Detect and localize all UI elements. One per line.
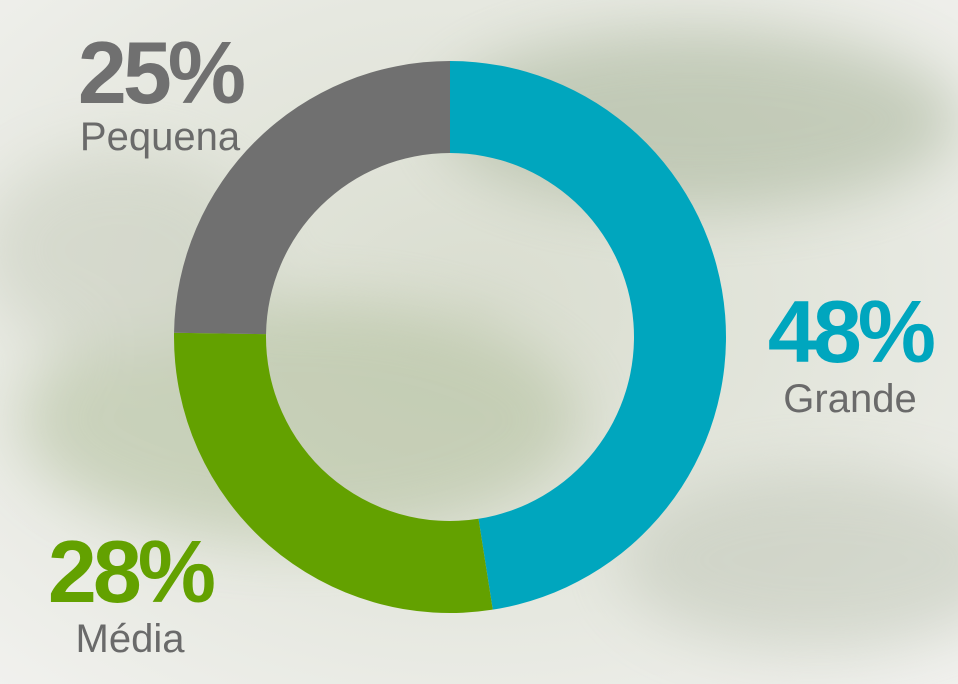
value-label: 48% [768,282,934,381]
chart: 48%Grande 28%Média 25%Pequena [0,0,958,684]
value-label: 25% [78,23,244,122]
category-label: Média [76,617,186,661]
category-label: Grande [783,377,916,421]
page: 48%Grande28%Média25%Pequena (() => { con… [0,0,958,684]
value-label: 28% [48,522,214,621]
category-label: Pequena [80,115,241,159]
